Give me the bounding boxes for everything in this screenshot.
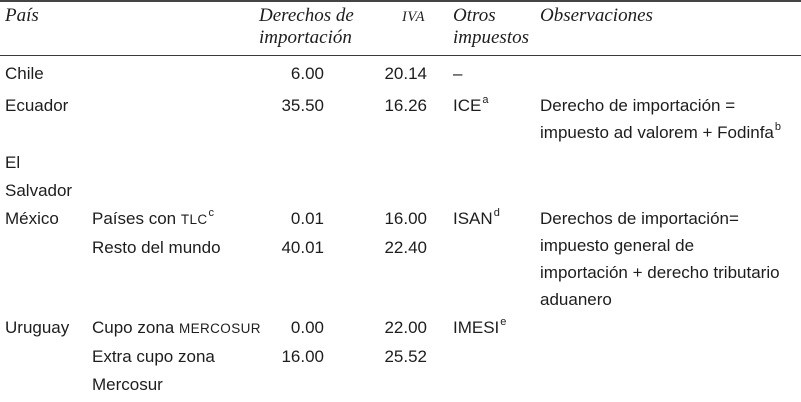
cell-pais: Ecuador	[5, 96, 69, 115]
cell-subcategory	[87, 92, 257, 149]
cell-subcategory: Extra cupo zona Mercosur	[92, 347, 215, 394]
header-iva: IVA	[355, 1, 433, 56]
cell-iva: 16.00	[384, 209, 427, 228]
footnote-marker-d: d	[493, 207, 500, 220]
cell-pais: El Salvador	[5, 153, 73, 200]
header-row: País Derechos de importación IVA Otros i…	[0, 1, 801, 56]
cell-iva: 22.40	[384, 238, 427, 257]
cell-derechos: 35.50	[281, 96, 324, 115]
header-pais: País	[0, 1, 257, 56]
cell-pais: Chile	[5, 64, 44, 83]
cell-iva: 22.00	[384, 318, 427, 337]
cell-subcategory	[87, 56, 257, 93]
cell-iva: 25.52	[384, 347, 427, 366]
observation-line: importación + derecho tributario	[540, 263, 780, 282]
observation-line: Derecho de importación =	[540, 96, 736, 115]
cell-observaciones	[520, 56, 801, 93]
table-row-mexico-resto: Resto del mundo 40.01 22.40	[0, 234, 801, 314]
header-iva-label: IVA	[402, 9, 425, 25]
cell-otros	[433, 343, 520, 399]
observation-line: Derechos de importación=	[540, 209, 739, 228]
cell-observaciones: Derecho de importación = impuesto ad val…	[520, 92, 801, 149]
cell-otros: –	[453, 64, 463, 83]
otros-tax-name: ISAN	[453, 209, 493, 228]
header-otros-impuestos: Otros impuestos	[433, 1, 529, 56]
cell-pais: México	[5, 209, 59, 228]
cell-otros	[433, 234, 520, 314]
cell-otros: IMESIe	[433, 314, 520, 343]
footnote-marker-b: b	[774, 121, 781, 134]
footnote-marker-e: e	[500, 316, 507, 329]
table-row-uruguay-extra-cupo: Extra cupo zona Mercosur 16.00 25.52	[0, 343, 801, 399]
cell-derechos	[257, 149, 355, 205]
subcategory-text: Países con	[92, 209, 181, 228]
table-row-uruguay-cupo: Uruguay Cupo zona MERCOSUR 0.00 22.00 IM…	[0, 314, 801, 343]
table-header: País Derechos de importación IVA Otros i…	[0, 1, 801, 56]
cell-derechos: 40.01	[281, 238, 324, 257]
cell-pais: Uruguay	[5, 318, 70, 337]
cell-observaciones	[520, 343, 801, 399]
cell-derechos: 0.00	[290, 318, 324, 337]
header-observaciones: Observaciones	[520, 1, 801, 56]
cell-otros: ICEa	[433, 92, 520, 149]
subcategory-text: Cupo zona	[92, 318, 179, 337]
table-row-chile: Chile 6.00 20.14 –	[0, 56, 801, 93]
cell-iva: 20.14	[384, 64, 427, 83]
observation-text: impuesto ad valorem + Fodinfa	[540, 123, 774, 142]
otros-tax-name: IMESI	[453, 318, 500, 337]
cell-pais	[0, 234, 87, 314]
cell-otros: ISANd	[433, 205, 520, 234]
cell-derechos: 0.01	[290, 209, 324, 228]
cell-subcategory: Países con TLCc	[87, 205, 257, 234]
header-derechos: Derechos de importación	[257, 1, 355, 56]
cell-observaciones: Derechos de importación= impuesto genera…	[520, 205, 801, 314]
cell-derechos: 16.00	[281, 347, 324, 366]
table-body: Chile 6.00 20.14 – Ecuador 35.50 16.26 I…	[0, 56, 801, 402]
cell-otros	[433, 149, 520, 205]
acronym-tlc: TLC	[180, 212, 208, 227]
cell-observaciones	[520, 314, 801, 343]
table-row-el-salvador: El Salvador	[0, 149, 801, 205]
observation-line: impuesto ad valorem + Fodinfab	[540, 119, 801, 146]
cell-subcategory: Resto del mundo	[92, 238, 221, 257]
observation-line: aduanero	[540, 290, 612, 309]
cell-derechos: 6.00	[290, 64, 324, 83]
cell-subcategory: Cupo zona MERCOSUR	[87, 314, 261, 343]
cell-pais	[0, 343, 87, 399]
footnote-marker-a: a	[482, 94, 489, 107]
cell-subcategory	[87, 149, 257, 205]
footnote-marker-c: c	[208, 207, 215, 220]
observation-line: impuesto general de	[540, 236, 695, 255]
cell-iva	[355, 149, 433, 205]
otros-tax-name: ICE	[453, 96, 482, 115]
acronym-mercosur: MERCOSUR	[178, 321, 261, 336]
cell-iva: 16.26	[384, 96, 427, 115]
table-row-ecuador: Ecuador 35.50 16.26 ICEa Derecho de impo…	[0, 92, 801, 149]
table-row-mexico-tlc: México Países con TLCc 0.01 16.00 ISANd …	[0, 205, 801, 309]
cell-observaciones	[520, 149, 801, 205]
